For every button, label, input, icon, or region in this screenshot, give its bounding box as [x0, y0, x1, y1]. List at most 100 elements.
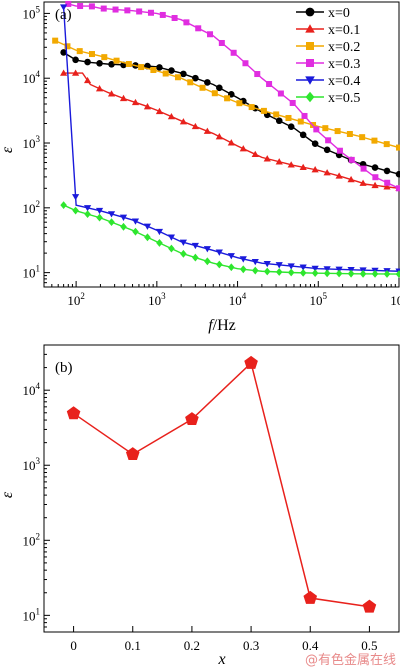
x-tick-label: 102 [67, 291, 85, 308]
data-point [359, 134, 366, 141]
data-point [156, 64, 163, 71]
x-tick-label: 104 [229, 291, 247, 308]
data-point [84, 210, 91, 219]
series-epsilon-vs-x [66, 355, 377, 613]
panel-b: 101 102 103 104 0 0.1 0.2 0.3 0.4 0.5 (b) ε x [0, 344, 400, 668]
data-point [207, 31, 214, 38]
panel-a-ylabel: ε [0, 146, 16, 153]
data-point [168, 67, 175, 74]
data-point [84, 58, 91, 66]
series-x=0.5 [60, 201, 400, 278]
data-point [323, 169, 331, 176]
y-tick-label: 103 [23, 456, 41, 473]
data-point [71, 194, 80, 201]
data-point [183, 19, 190, 26]
data-point [311, 265, 319, 272]
data-point [359, 269, 367, 278]
series-x=0.1 [60, 69, 400, 192]
data-point [100, 5, 107, 12]
series-x=0.4 [60, 4, 400, 275]
panel-a-label: (a) [55, 7, 72, 23]
data-point [227, 139, 235, 146]
data-point [372, 174, 379, 181]
data-point [383, 167, 391, 175]
data-point [228, 263, 235, 272]
data-point [301, 112, 308, 119]
data-point [124, 7, 131, 14]
data-point [360, 165, 367, 172]
data-point [203, 127, 211, 134]
data-point [323, 146, 331, 154]
data-point [174, 74, 181, 81]
data-point [254, 71, 261, 78]
data-point [72, 206, 79, 215]
data-point [150, 67, 157, 74]
x-tick-label: 103 [148, 291, 166, 308]
data-point [347, 175, 355, 183]
panel-a-xlabel-var: f [208, 317, 215, 334]
data-point [101, 54, 108, 61]
data-point [311, 166, 319, 173]
data-point [77, 3, 84, 10]
y-tick-label: 101 [23, 606, 41, 623]
data-point [383, 183, 391, 190]
data-point [120, 222, 127, 231]
data-point [218, 39, 225, 46]
legend-label: x=0.3 [328, 57, 360, 72]
data-point [192, 253, 199, 262]
data-point [108, 218, 115, 227]
data-point [88, 3, 95, 10]
data-point [322, 125, 329, 132]
data-point [125, 447, 140, 461]
data-point [251, 258, 259, 266]
panel-b-xlabel: x [217, 651, 225, 668]
data-point [107, 90, 116, 97]
data-point [108, 60, 115, 68]
data-point [95, 207, 104, 215]
data-point [334, 128, 341, 135]
legend-label: x=0.1 [328, 23, 360, 38]
legend-item: x=0.5 [296, 91, 360, 106]
data-point [119, 94, 128, 102]
panel-a-frame [43, 1, 400, 288]
data-point [95, 85, 104, 92]
data-point [287, 161, 295, 168]
legend-marker [305, 7, 315, 17]
data-point [371, 181, 379, 189]
data-point [136, 8, 143, 15]
legend-label: x=0.2 [328, 40, 360, 55]
data-point [192, 74, 199, 82]
data-point [156, 239, 163, 247]
data-point [138, 64, 145, 71]
panel-b-ylabel: ε [0, 491, 16, 498]
x-tick-label: 0.4 [302, 638, 319, 653]
data-point [64, 43, 71, 50]
data-point [131, 98, 140, 106]
data-point [275, 262, 283, 269]
legend-label: x=0.5 [328, 91, 360, 106]
data-point [211, 90, 218, 97]
data-point [287, 268, 295, 277]
legend-marker [305, 24, 315, 33]
data-point [359, 179, 367, 186]
data-point [395, 270, 400, 278]
data-point [96, 60, 103, 67]
data-point [335, 269, 343, 278]
data-point [251, 150, 259, 157]
data-point [179, 239, 187, 246]
data-point [239, 145, 247, 152]
data-point [285, 114, 292, 121]
data-point [323, 269, 331, 278]
data-point [131, 218, 140, 225]
data-point [224, 95, 231, 102]
data-point [396, 144, 400, 151]
data-point [299, 264, 307, 271]
data-point [299, 131, 307, 139]
data-point [216, 84, 223, 92]
data-point [107, 211, 116, 218]
panel-b-frame [43, 344, 400, 633]
data-point [187, 79, 194, 86]
data-point [191, 242, 199, 250]
data-point [395, 170, 400, 178]
